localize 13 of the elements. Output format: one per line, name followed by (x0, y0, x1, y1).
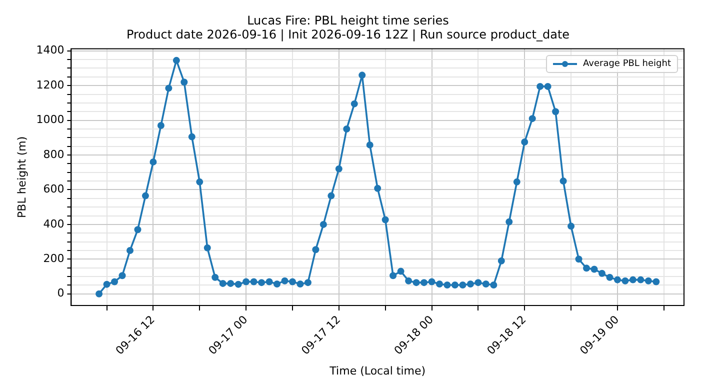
y-tick-label: 1000 (36, 113, 64, 126)
chart-subtitle: Product date 2026-09-16 | Init 2026-09-16 12Z | Run source product_date (126, 28, 570, 42)
y-tick-label: 1200 (36, 78, 64, 92)
y-axis-title: PBL height (m) (15, 136, 28, 218)
y-tick-label: 600 (43, 182, 64, 196)
y-tick-label: 800 (43, 148, 64, 161)
chart-title: Lucas Fire: PBL height time series (247, 13, 449, 28)
legend-label: Average PBL height (583, 58, 671, 69)
y-tick-label: 1400 (36, 44, 64, 57)
y-tick-label: 400 (43, 217, 64, 230)
y-tick-label: 0 (57, 286, 64, 300)
y-tick-label: 200 (43, 252, 64, 266)
x-axis-title: Time (Local time) (328, 364, 426, 378)
